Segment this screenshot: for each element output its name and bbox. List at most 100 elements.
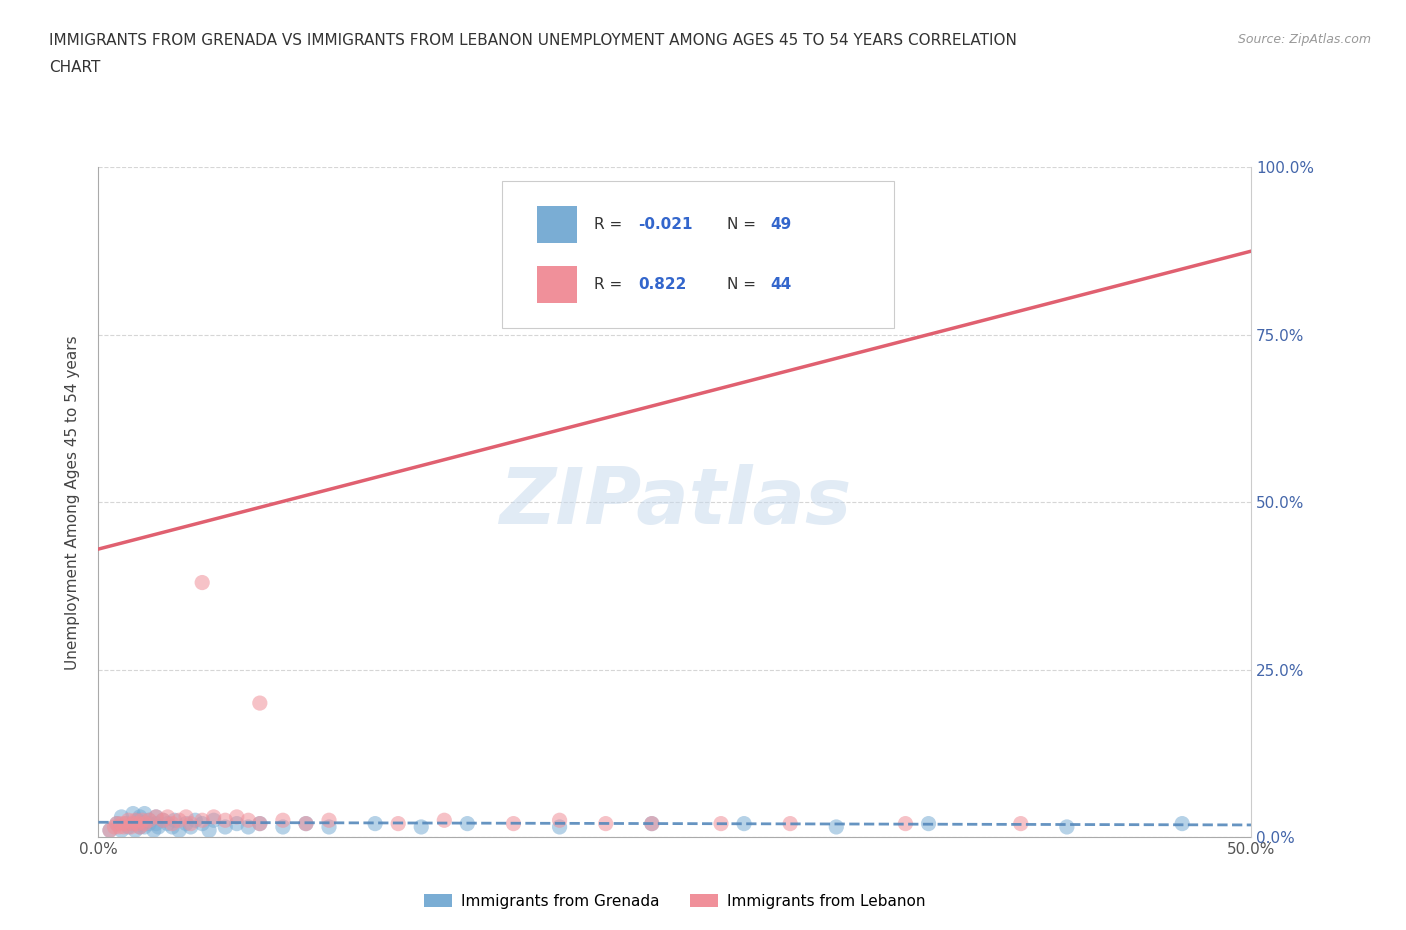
Point xyxy=(238,813,260,828)
Point xyxy=(180,817,202,831)
Point xyxy=(115,817,138,831)
Point xyxy=(138,817,160,831)
Point xyxy=(156,817,179,831)
Point xyxy=(364,817,387,831)
Point xyxy=(163,813,186,828)
Point xyxy=(174,817,197,831)
Text: N =: N = xyxy=(727,217,761,232)
Point xyxy=(129,819,152,834)
FancyBboxPatch shape xyxy=(537,266,576,303)
Point xyxy=(122,817,145,831)
Point xyxy=(456,817,478,831)
FancyBboxPatch shape xyxy=(502,180,894,328)
Point xyxy=(502,817,524,831)
Point xyxy=(110,823,132,838)
Point xyxy=(138,813,160,828)
Point xyxy=(148,819,170,834)
Point xyxy=(271,813,294,828)
Point xyxy=(160,817,183,831)
Point xyxy=(127,817,149,831)
Point xyxy=(295,817,318,831)
Point xyxy=(98,823,121,838)
Point xyxy=(184,813,207,828)
Point xyxy=(318,813,340,828)
Point xyxy=(129,819,152,834)
Point xyxy=(225,817,247,831)
Point xyxy=(249,817,271,831)
Point xyxy=(105,817,128,831)
Point xyxy=(202,813,225,828)
Point xyxy=(131,817,153,831)
Text: R =: R = xyxy=(595,217,627,232)
Point xyxy=(779,817,801,831)
Point xyxy=(548,813,571,828)
Point xyxy=(595,817,617,831)
Text: -0.021: -0.021 xyxy=(638,217,693,232)
Point xyxy=(225,809,247,824)
Point xyxy=(433,813,456,828)
Point xyxy=(98,823,121,838)
Point xyxy=(142,823,165,838)
Point xyxy=(112,819,135,834)
Point xyxy=(318,819,340,834)
Text: IMMIGRANTS FROM GRENADA VS IMMIGRANTS FROM LEBANON UNEMPLOYMENT AMONG AGES 45 TO: IMMIGRANTS FROM GRENADA VS IMMIGRANTS FR… xyxy=(49,33,1017,47)
Point xyxy=(105,817,128,831)
Point xyxy=(103,819,125,834)
Legend: Immigrants from Grenada, Immigrants from Lebanon: Immigrants from Grenada, Immigrants from… xyxy=(416,886,934,916)
Point xyxy=(1056,819,1078,834)
Point xyxy=(249,817,271,831)
Point xyxy=(110,809,132,824)
Text: N =: N = xyxy=(727,277,761,292)
Point xyxy=(110,817,132,831)
Point xyxy=(145,817,167,831)
Point xyxy=(120,819,142,834)
Point xyxy=(641,817,664,831)
Point xyxy=(152,813,174,828)
Point xyxy=(160,819,183,834)
Point xyxy=(156,809,179,824)
Point xyxy=(124,823,146,838)
Point xyxy=(134,806,156,821)
Point xyxy=(214,813,236,828)
Point xyxy=(117,819,139,834)
Point xyxy=(641,817,664,831)
Point xyxy=(295,817,318,831)
Point xyxy=(152,813,174,828)
Point xyxy=(174,809,197,824)
Point xyxy=(825,819,848,834)
Point xyxy=(271,819,294,834)
Text: R =: R = xyxy=(595,277,627,292)
Point xyxy=(238,819,260,834)
Point xyxy=(167,813,190,828)
Text: ZIPatlas: ZIPatlas xyxy=(499,464,851,540)
Point xyxy=(124,813,146,828)
Point xyxy=(191,575,214,590)
Point xyxy=(710,817,733,831)
Point xyxy=(180,819,202,834)
Point xyxy=(249,696,271,711)
Point xyxy=(134,819,156,834)
Point xyxy=(1010,817,1032,831)
Point xyxy=(214,819,236,834)
Point xyxy=(202,809,225,824)
Point xyxy=(134,817,156,831)
Point xyxy=(198,823,221,838)
Point xyxy=(917,817,939,831)
Point xyxy=(387,817,409,831)
Point xyxy=(733,817,755,831)
Text: Source: ZipAtlas.com: Source: ZipAtlas.com xyxy=(1237,33,1371,46)
Point xyxy=(894,817,917,831)
Point xyxy=(411,819,433,834)
Point xyxy=(131,813,153,828)
Text: 0.822: 0.822 xyxy=(638,277,686,292)
Point xyxy=(122,817,145,831)
Point xyxy=(122,806,145,821)
Point xyxy=(145,809,167,824)
Text: CHART: CHART xyxy=(49,60,101,75)
Point xyxy=(191,813,214,828)
Text: 44: 44 xyxy=(770,277,792,292)
Point xyxy=(129,809,152,824)
Y-axis label: Unemployment Among Ages 45 to 54 years: Unemployment Among Ages 45 to 54 years xyxy=(65,335,80,670)
Point xyxy=(108,819,131,834)
Point xyxy=(145,809,167,824)
